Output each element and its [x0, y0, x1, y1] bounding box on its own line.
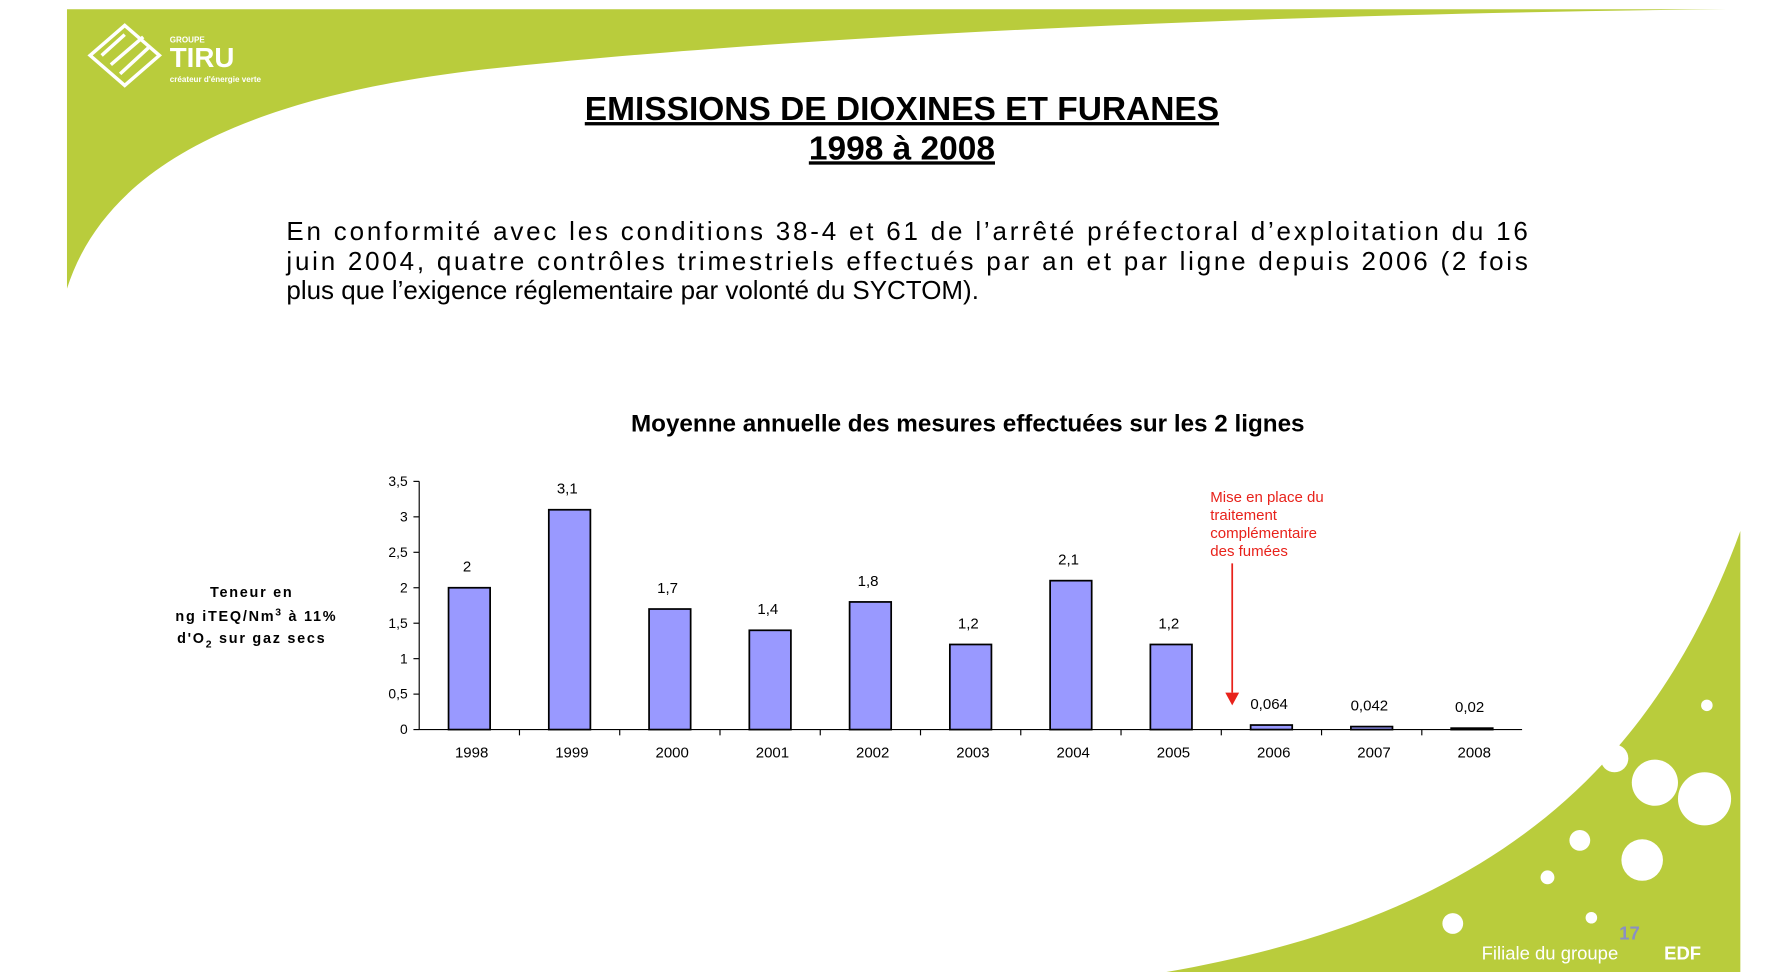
bar [848, 601, 893, 731]
body-text: plus que l’exigence réglementaire par vo… [286, 275, 979, 305]
bar [447, 586, 491, 731]
y-label-line: d'O2 sur gaz secs [177, 631, 326, 651]
bubbles [1442, 699, 1732, 934]
title: 1998 à 2008 [809, 130, 995, 167]
bar [748, 629, 792, 731]
x-tick-label: 2007 [1357, 744, 1390, 761]
value-label: 1,7 [657, 580, 678, 597]
y-label-part: 2 [206, 640, 214, 651]
y-tick-label: 0 [400, 721, 408, 737]
bar [1049, 579, 1093, 731]
y-tick-label: 0,5 [388, 686, 408, 702]
logo-group: GROUPE [170, 36, 206, 45]
value-label: 2,1 [1058, 552, 1079, 569]
y-label-part: à 11% [283, 609, 338, 625]
x-tick-label: 2004 [1057, 744, 1090, 761]
y-label-line: ng iTEQ/Nm3 à 11% [175, 607, 337, 625]
logo-mark [87, 23, 163, 88]
bar [1450, 727, 1494, 731]
value-label: 3,1 [557, 481, 578, 498]
y-label-part: sur gaz secs [213, 631, 326, 647]
value-label: 1,2 [958, 615, 979, 632]
x-tick-label: 2001 [756, 744, 789, 761]
y-label-line: Teneur en [210, 585, 293, 601]
y-tick-label: 2 [400, 579, 408, 595]
logo-name: TIRU [170, 42, 235, 73]
annotation: traitement [1210, 507, 1278, 524]
x-tick-label: 2003 [956, 744, 989, 761]
bar [1249, 724, 1294, 731]
x-tick-label: 1999 [555, 744, 588, 761]
annotation: Mise en place du [1210, 489, 1323, 506]
x-tick-label: 2000 [655, 744, 688, 761]
y-axis-label: Teneur en ng iTEQ/Nm3 à 11% d'O2 sur gaz… [175, 585, 337, 651]
bar [648, 608, 692, 731]
plot: 0 0,5 1 1,5 2 2,5 3 3,5 1998 2 1999 3,1 2000 1,7 2001 1… [388, 473, 1523, 761]
annotation: complémentaire [1210, 525, 1317, 542]
title: EMISSIONS DE DIOXINES ET FURANES [585, 91, 1219, 128]
y-label-part: d'O [177, 631, 206, 647]
annotation-arrowhead [1225, 692, 1240, 706]
body-text: En conformité avec les conditions 38-4 e… [286, 216, 1527, 246]
bottom-swoosh [1166, 531, 1741, 972]
logo-tagline: créateur d'énergie verte [170, 75, 262, 84]
x-tick-label: 2006 [1257, 744, 1290, 761]
annotation: des fumées [1210, 543, 1288, 560]
body-text: juin 2004, quatre contrôles trimestriels… [285, 246, 1527, 276]
y-tick-label: 1 [400, 650, 408, 666]
footer-brand: EDF [1664, 942, 1701, 963]
y-label-part: 3 [275, 607, 283, 618]
y-tick-label: 1,5 [388, 615, 408, 631]
bar [1149, 643, 1193, 731]
value-label: 2 [463, 559, 471, 576]
bar [948, 643, 993, 731]
value-label: 0,02 [1455, 699, 1484, 716]
x-tick-label: 2008 [1458, 744, 1491, 761]
x-tick-label: 2002 [856, 744, 889, 761]
value-label: 0,064 [1250, 696, 1288, 713]
value-label: 1,4 [757, 601, 778, 618]
page-number: 17 [1619, 923, 1640, 944]
value-label: 1,2 [1158, 615, 1179, 632]
y-tick-label: 3 [400, 508, 408, 524]
chart-title: Moyenne annuelle des mesures effectuées … [631, 411, 1305, 438]
x-tick-label: 2005 [1157, 744, 1190, 761]
y-label-part: ng iTEQ/Nm [175, 609, 275, 625]
bar [547, 508, 592, 731]
y-tick-label: 3,5 [388, 473, 408, 489]
y-tick-label: 2,5 [388, 544, 408, 560]
top-swoosh [66, 9, 1727, 289]
bar [1350, 725, 1394, 731]
value-label: 1,8 [858, 573, 879, 590]
value-label: 0,042 [1351, 697, 1389, 714]
x-tick-label: 1998 [455, 744, 488, 761]
footer-text: Filiale du groupe [1482, 942, 1619, 963]
